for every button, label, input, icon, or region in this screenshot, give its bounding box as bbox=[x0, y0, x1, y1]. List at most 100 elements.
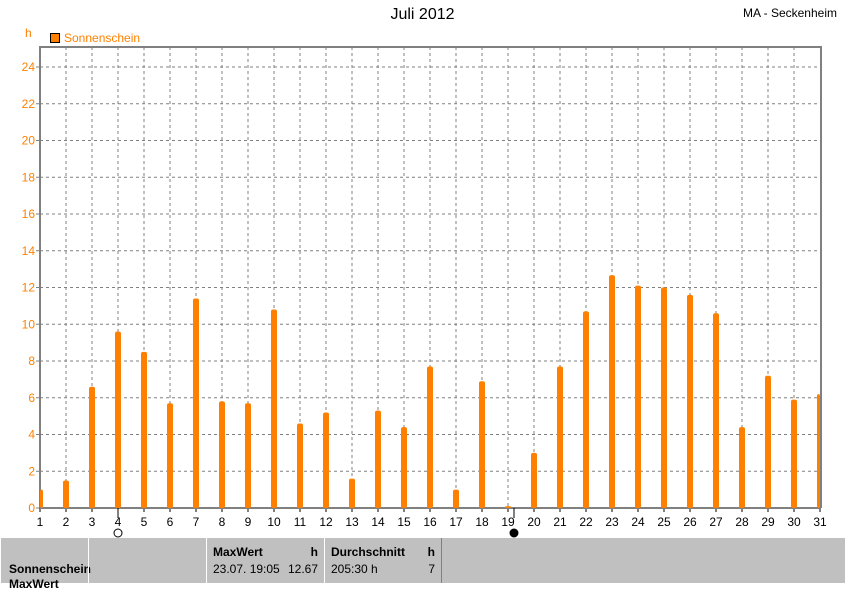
bar bbox=[219, 401, 225, 508]
y-tick-label: 10 bbox=[22, 317, 36, 331]
y-tick-label: 16 bbox=[22, 207, 36, 221]
y-tick-label: 24 bbox=[22, 60, 36, 74]
station-name: MA - Seckenheim bbox=[742, 6, 837, 20]
y-tick-label: 18 bbox=[22, 170, 36, 184]
empty-cell bbox=[88, 538, 207, 583]
bar bbox=[323, 412, 329, 508]
avg-unit: h bbox=[427, 545, 435, 559]
avg-total: 205:30 h bbox=[331, 562, 378, 576]
bar bbox=[271, 309, 277, 508]
bar bbox=[115, 331, 121, 508]
bar bbox=[349, 478, 355, 508]
bar bbox=[505, 506, 511, 508]
avg-value: 7 bbox=[428, 562, 435, 576]
x-tick-label: 25 bbox=[657, 515, 671, 529]
max-time: 23.07. 19:05 bbox=[213, 562, 280, 576]
x-tick-label: 18 bbox=[475, 515, 489, 529]
x-tick-label: 29 bbox=[761, 515, 775, 529]
x-tick-label: 16 bbox=[423, 515, 437, 529]
x-tick-label: 31 bbox=[813, 515, 827, 529]
x-tick-label: 1 bbox=[37, 515, 44, 529]
bar bbox=[635, 285, 641, 508]
x-tick-label: 27 bbox=[709, 515, 723, 529]
bar bbox=[375, 410, 381, 508]
bar bbox=[63, 480, 69, 508]
x-tick-label: 15 bbox=[397, 515, 411, 529]
bar bbox=[453, 489, 459, 508]
bar bbox=[479, 381, 485, 508]
x-tick-label: 2 bbox=[63, 515, 70, 529]
bar bbox=[40, 489, 43, 508]
row-label: Sonnenschein bbox=[9, 562, 92, 576]
y-tick-label: 8 bbox=[28, 354, 35, 368]
x-tick-label: 26 bbox=[683, 515, 697, 529]
bar bbox=[297, 423, 303, 508]
max-header: MaxWert bbox=[213, 545, 263, 559]
x-tick-label: 13 bbox=[345, 515, 359, 529]
x-tick-label: 24 bbox=[631, 515, 645, 529]
x-tick-label: 21 bbox=[553, 515, 567, 529]
new-moon-icon bbox=[509, 528, 519, 538]
y-tick-label: 6 bbox=[28, 391, 35, 405]
max-cell: MaxWert h 23.07. 19:05 12.67 bbox=[206, 538, 325, 583]
x-tick-label: 5 bbox=[141, 515, 148, 529]
row-label-2: MaxWert bbox=[9, 577, 59, 591]
x-tick-label: 22 bbox=[579, 515, 593, 529]
y-tick-label: 22 bbox=[22, 97, 36, 111]
x-tick-label: 4 bbox=[115, 515, 122, 529]
bar bbox=[89, 386, 95, 508]
bar bbox=[765, 375, 771, 508]
max-unit: h bbox=[310, 545, 318, 559]
y-tick-label: 20 bbox=[22, 134, 36, 148]
x-tick-label: 10 bbox=[267, 515, 281, 529]
x-tick-label: 9 bbox=[245, 515, 252, 529]
row-label-cell: Sonnenschein MaxWert bbox=[0, 538, 92, 591]
bar bbox=[609, 275, 615, 508]
bar bbox=[245, 403, 251, 508]
x-tick-label: 11 bbox=[294, 515, 307, 529]
y-tick-label: 0 bbox=[28, 501, 35, 515]
legend: Sonnenschein bbox=[50, 31, 140, 45]
x-tick-label: 3 bbox=[89, 515, 96, 529]
y-tick-label: 14 bbox=[22, 244, 36, 258]
x-tick-label: 19 bbox=[501, 515, 515, 529]
legend-label: Sonnenschein bbox=[64, 31, 141, 45]
bar bbox=[141, 351, 147, 508]
x-tick-label: 30 bbox=[787, 515, 801, 529]
x-tick-label: 20 bbox=[527, 515, 541, 529]
x-tick-label: 23 bbox=[605, 515, 619, 529]
stats-table: Sonnenschein MaxWert MaxWert h 23.07. 19… bbox=[0, 538, 845, 591]
x-tick-label: 12 bbox=[319, 515, 333, 529]
x-tick-label: 14 bbox=[371, 515, 385, 529]
bar bbox=[713, 313, 719, 508]
plot-border bbox=[39, 46, 822, 508]
bar bbox=[557, 366, 563, 508]
full-moon-icon bbox=[113, 528, 123, 538]
bar bbox=[791, 399, 797, 508]
chart-title: Juli 2012 bbox=[390, 6, 455, 23]
y-tick-label: 4 bbox=[28, 428, 35, 442]
legend-swatch bbox=[50, 33, 60, 43]
x-tick-label: 7 bbox=[193, 515, 200, 529]
x-tick-label: 6 bbox=[167, 515, 174, 529]
y-tick-label: 2 bbox=[28, 464, 35, 478]
bar bbox=[167, 403, 173, 508]
y-axis-unit: h bbox=[25, 26, 32, 40]
avg-header: Durchschnitt bbox=[331, 545, 406, 559]
avg-cell: Durchschnitt h 205:30 h 7 bbox=[324, 538, 442, 583]
bar bbox=[531, 452, 537, 508]
bar bbox=[687, 294, 693, 508]
x-tick-label: 8 bbox=[219, 515, 226, 529]
bar bbox=[661, 287, 667, 508]
bar bbox=[583, 311, 589, 508]
max-value: 12.67 bbox=[287, 562, 318, 576]
x-tick-label: 28 bbox=[735, 515, 749, 529]
y-tick-label: 12 bbox=[22, 281, 36, 295]
x-tick-label: 17 bbox=[449, 515, 463, 529]
bar bbox=[401, 427, 407, 508]
bar bbox=[817, 394, 820, 508]
bar bbox=[193, 298, 199, 508]
bar bbox=[427, 366, 433, 508]
bar bbox=[739, 427, 745, 508]
